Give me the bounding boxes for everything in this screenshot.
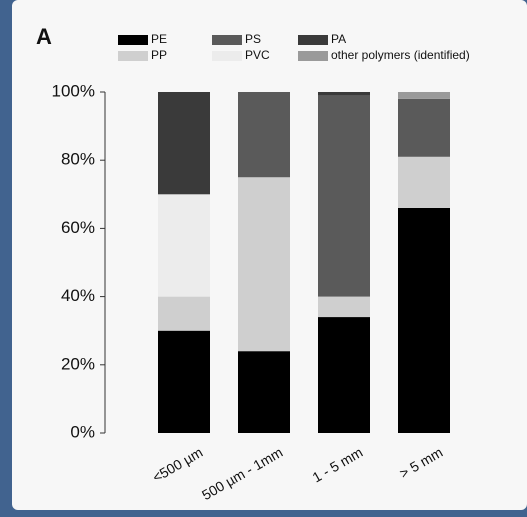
- legend-swatch: [212, 35, 242, 45]
- bar-segment: [158, 194, 210, 297]
- legend-label: PA: [331, 32, 346, 46]
- y-tick-label: 40%: [61, 286, 95, 305]
- bar-segment: [238, 177, 290, 352]
- bar-segment: [238, 351, 290, 433]
- bar-segment: [158, 330, 210, 433]
- legend-label: PS: [245, 32, 261, 46]
- legend-swatch: [212, 51, 242, 61]
- legend-label: PVC: [245, 48, 270, 62]
- y-tick-label: 100%: [52, 81, 95, 100]
- bar-segment: [318, 92, 370, 96]
- y-tick-label: 60%: [61, 218, 95, 237]
- legend-label: PE: [151, 32, 167, 46]
- bar-segment: [158, 296, 210, 331]
- chart-title: A: [36, 24, 52, 49]
- y-tick-label: 80%: [61, 150, 95, 169]
- bar-segment: [318, 296, 370, 318]
- bar-segment: [398, 92, 450, 99]
- bar-segment: [318, 95, 370, 297]
- legend-swatch: [118, 51, 148, 61]
- bar-segment: [398, 207, 450, 433]
- bar-segment: [238, 92, 290, 178]
- legend-swatch: [118, 35, 148, 45]
- legend-swatch: [298, 35, 328, 45]
- legend-swatch: [298, 51, 328, 61]
- bar-segment: [158, 92, 210, 195]
- legend-label: other polymers (identified): [331, 48, 470, 62]
- bar-segment: [398, 98, 450, 157]
- bar-segment: [398, 156, 450, 208]
- legend-label: PP: [151, 48, 167, 62]
- y-tick-label: 0%: [70, 422, 95, 441]
- y-tick-label: 20%: [61, 354, 95, 373]
- bar-segment: [318, 317, 370, 433]
